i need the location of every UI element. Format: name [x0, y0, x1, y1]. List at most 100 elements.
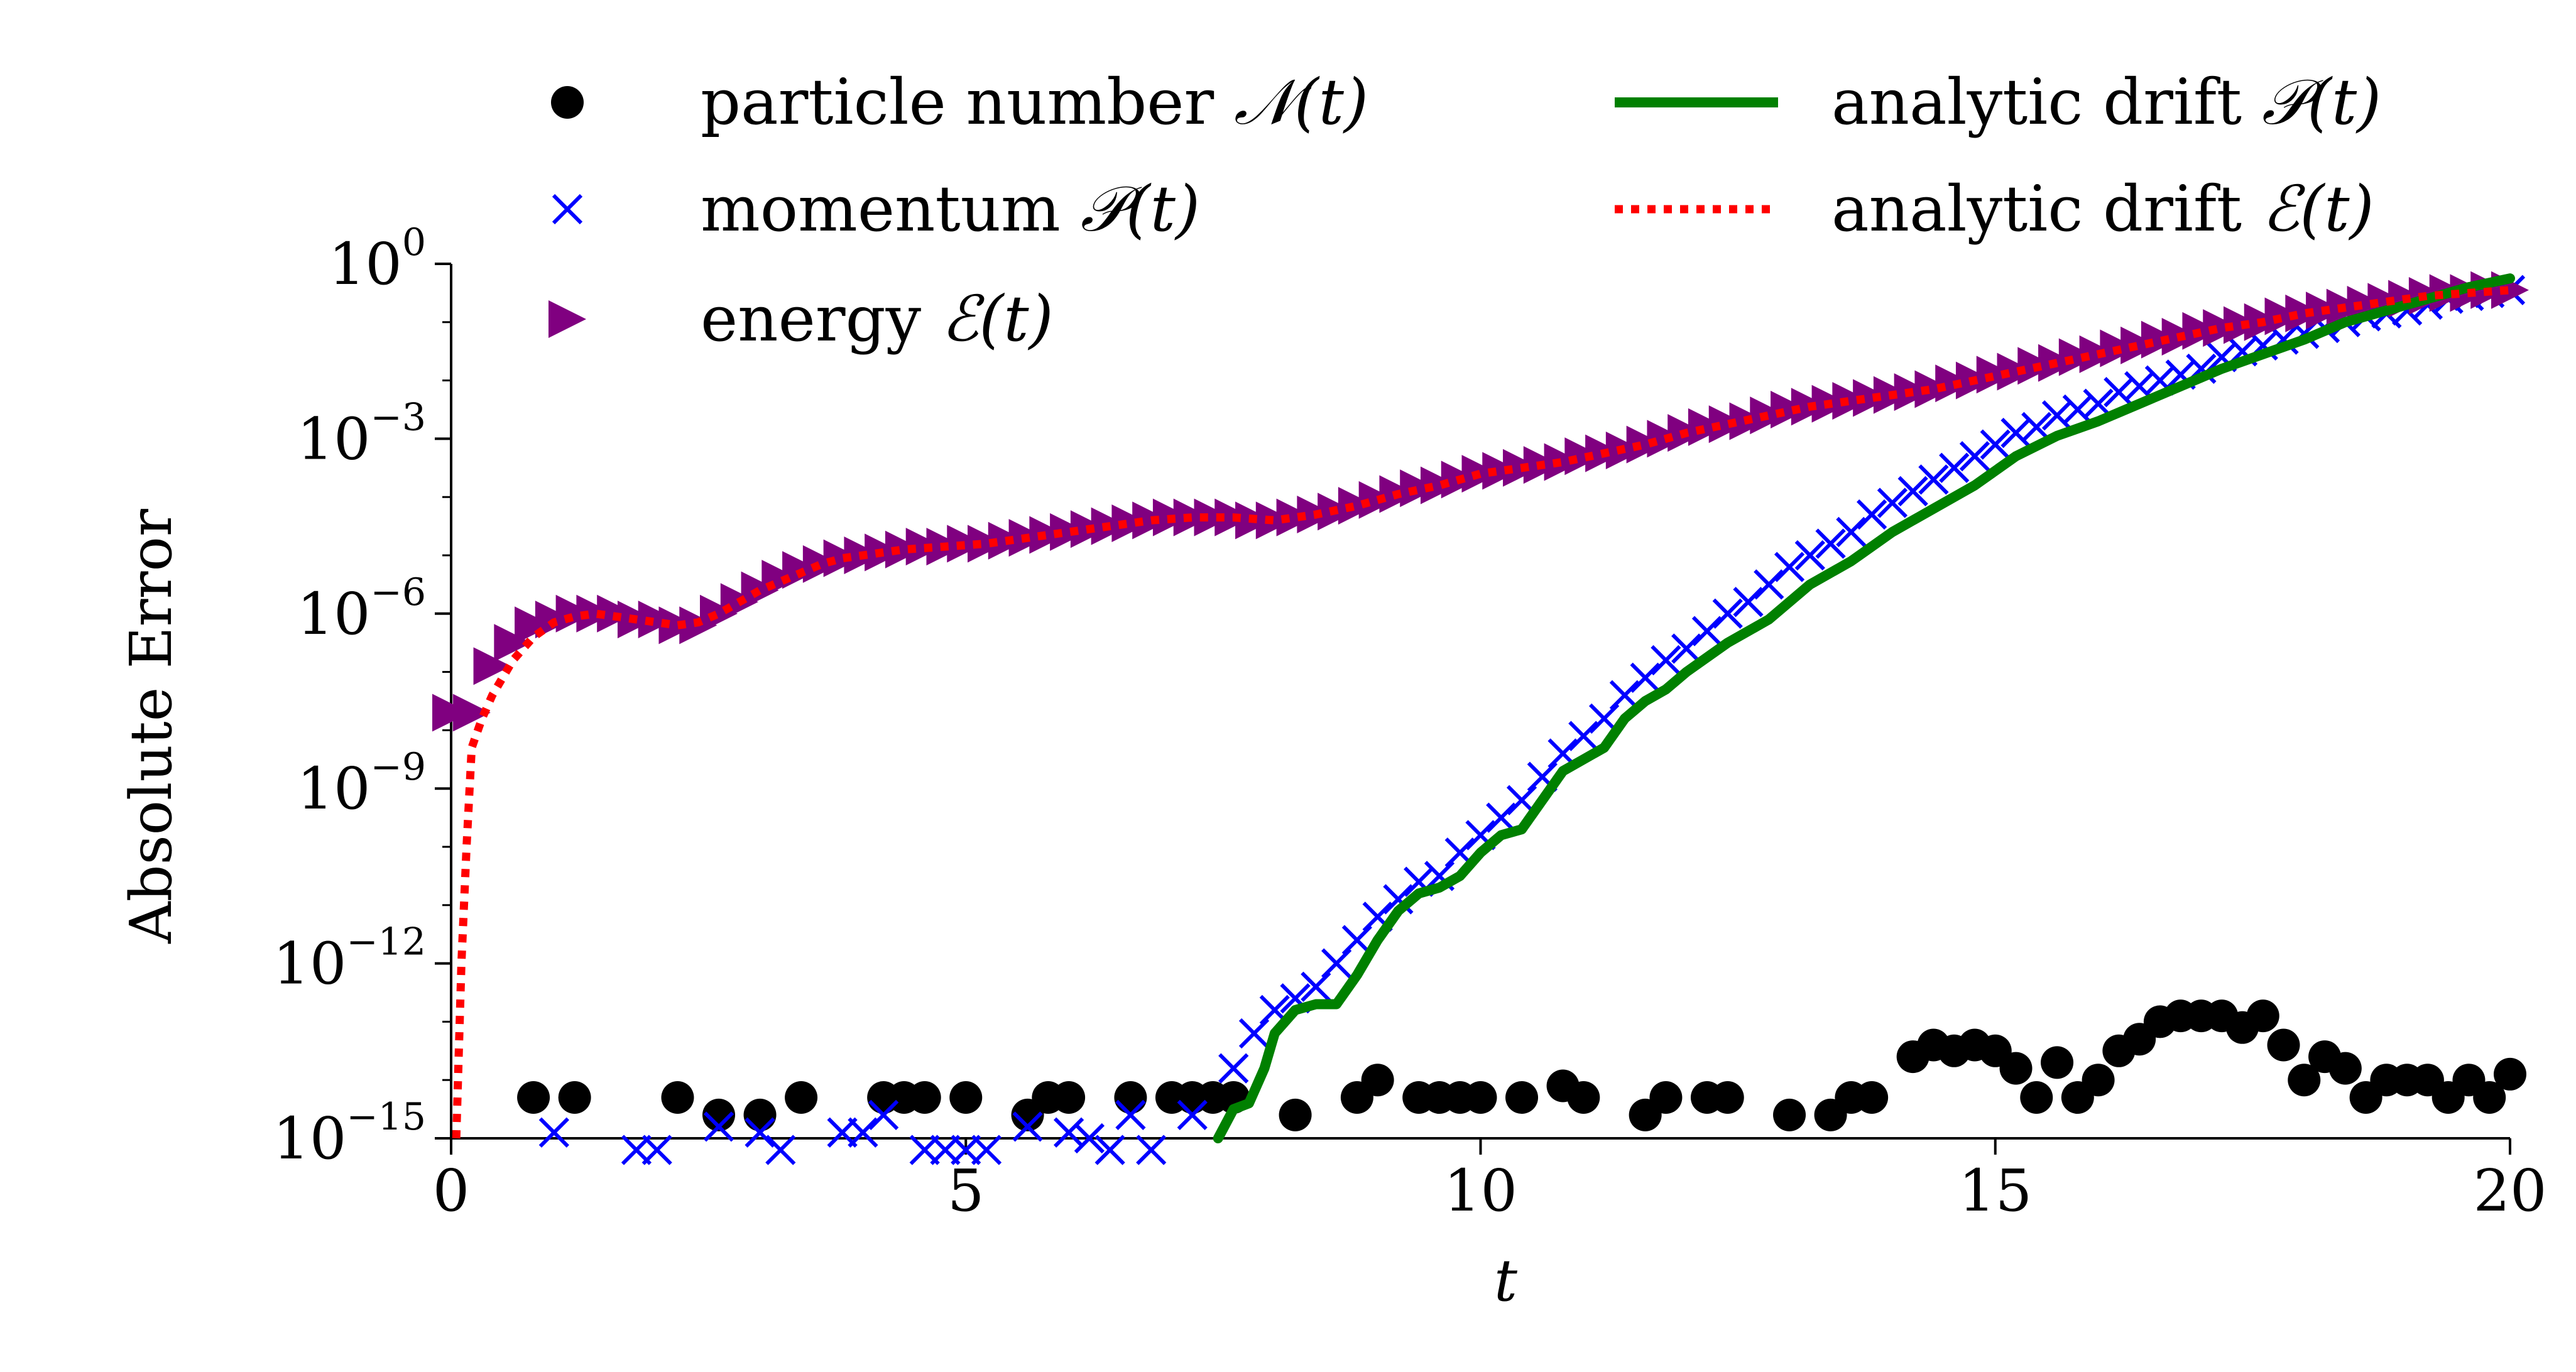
- point-energy: [700, 594, 738, 633]
- point-particle: [558, 1081, 591, 1114]
- point-energy: [1482, 452, 1520, 490]
- series-layer: [432, 271, 2529, 1165]
- point-energy: [658, 606, 697, 645]
- point-particle: [1773, 1098, 1806, 1131]
- point-momentum: [1115, 1099, 1146, 1131]
- point-momentum: [1836, 516, 1867, 548]
- point-energy: [2120, 326, 2159, 364]
- point-energy: [885, 530, 923, 569]
- point-momentum: [1959, 441, 1990, 472]
- point-energy: [2203, 309, 2241, 347]
- point-momentum: [1651, 645, 1681, 676]
- y-tick-exponent: 0: [402, 220, 426, 264]
- point-particle: [1361, 1064, 1394, 1097]
- point-particle: [1999, 1052, 2033, 1085]
- legend-marker-triangle: [548, 300, 586, 338]
- point-energy: [1750, 396, 1788, 435]
- point-energy: [1771, 391, 1809, 428]
- y-tick-label: 10−9: [297, 745, 426, 822]
- legend-label: momentum 𝒫(t): [701, 172, 1200, 246]
- point-momentum: [538, 1117, 569, 1148]
- series-particle: [517, 999, 2526, 1131]
- point-energy: [1688, 408, 1726, 446]
- point-particle: [1649, 1081, 1683, 1114]
- x-tick-label: 15: [1958, 1157, 2032, 1224]
- point-particle: [743, 1098, 777, 1131]
- point-momentum: [971, 1135, 1002, 1165]
- point-momentum: [1712, 598, 1743, 629]
- point-energy: [823, 539, 861, 577]
- point-particle: [1505, 1081, 1539, 1114]
- point-momentum: [1671, 633, 1702, 664]
- point-energy: [1564, 437, 1603, 476]
- point-momentum: [2104, 377, 2134, 408]
- point-energy: [1626, 425, 1664, 464]
- point-energy: [1338, 487, 1376, 525]
- point-momentum: [1218, 1053, 1249, 1084]
- point-momentum: [745, 1117, 775, 1148]
- point-momentum: [868, 1099, 899, 1131]
- x-axis-label: t: [1494, 1247, 1518, 1314]
- point-particle: [1279, 1098, 1312, 1131]
- x-tick-label: 20: [2473, 1157, 2546, 1224]
- legend-label-text: analytic drift: [1831, 172, 2262, 246]
- legend-item-momentum: momentum 𝒫(t): [552, 172, 1200, 246]
- legend-label: analytic drift 𝒫(t): [1831, 65, 2381, 139]
- legend-label: analytic drift ℰ(t): [1831, 172, 2374, 246]
- point-particle: [2246, 999, 2279, 1033]
- y-tick-base: 10: [329, 231, 402, 298]
- point-momentum: [1897, 476, 1928, 507]
- point-particle: [702, 1098, 736, 1131]
- point-particle: [2494, 1057, 2526, 1091]
- point-energy: [576, 594, 614, 633]
- point-particle: [1855, 1081, 1889, 1114]
- legend-item-particle: particle number 𝒩(t): [551, 65, 1368, 139]
- point-energy: [515, 606, 553, 645]
- legend-label-math: 𝒫(t): [1081, 172, 1200, 246]
- y-tick-label: 100: [329, 220, 426, 298]
- point-momentum: [1980, 429, 2011, 460]
- point-momentum: [1754, 569, 1784, 600]
- legend-label-text: momentum: [701, 172, 1081, 246]
- legend-item-drift_p: analytic drift 𝒫(t): [1615, 65, 2381, 139]
- point-particle: [2328, 1052, 2362, 1085]
- point-momentum: [703, 1111, 734, 1142]
- point-energy: [473, 647, 511, 685]
- y-tick-exponent: −3: [371, 395, 426, 439]
- point-particle: [1464, 1081, 1497, 1114]
- point-energy: [1914, 370, 1953, 408]
- point-energy: [2182, 312, 2220, 350]
- legend-marker-circle: [551, 86, 584, 119]
- point-energy: [2141, 320, 2179, 359]
- legend-layer: particle number 𝒩(t) momentum 𝒫(t) energy …: [548, 65, 2381, 356]
- point-particle: [2473, 1081, 2506, 1114]
- point-particle: [2082, 1064, 2115, 1097]
- legend-item-energy: energy ℰ(t): [548, 282, 1054, 356]
- point-momentum: [2000, 417, 2031, 449]
- point-particle: [908, 1081, 941, 1114]
- point-energy: [1708, 405, 1747, 444]
- point-momentum: [1774, 552, 1805, 582]
- point-energy: [741, 571, 779, 609]
- x-tick-label: 5: [947, 1157, 985, 1224]
- point-momentum: [1918, 464, 1949, 495]
- point-energy: [1420, 466, 1458, 504]
- legend-label-math: ℰ(t): [941, 282, 1054, 356]
- y-tick-label: 10−12: [273, 920, 426, 998]
- point-particle: [661, 1081, 694, 1114]
- legend-label-math: ℰ(t): [2262, 172, 2374, 246]
- point-momentum: [1341, 925, 1373, 956]
- x-tick-label: 0: [433, 1157, 470, 1224]
- y-tick-exponent: −12: [346, 920, 426, 964]
- y-tick-exponent: −9: [371, 745, 426, 789]
- point-energy: [432, 694, 470, 732]
- point-momentum: [1939, 452, 1970, 483]
- legend-label: particle number 𝒩(t): [701, 65, 1368, 139]
- point-energy: [1461, 455, 1500, 493]
- point-momentum: [2041, 400, 2073, 431]
- point-energy: [1400, 469, 1438, 508]
- point-momentum: [1094, 1135, 1125, 1165]
- point-energy: [1997, 352, 2035, 391]
- legend-item-drift_e: analytic drift ℰ(t): [1615, 172, 2374, 246]
- point-momentum: [1301, 971, 1331, 1002]
